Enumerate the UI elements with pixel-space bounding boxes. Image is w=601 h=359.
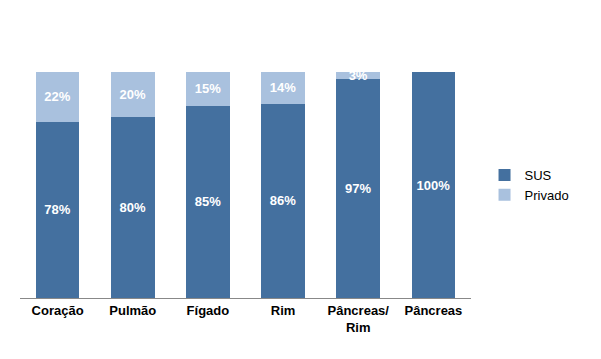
svg-text:80%: 80% — [120, 200, 146, 215]
svg-text:Privado: Privado — [525, 188, 569, 203]
svg-text:Pulmão: Pulmão — [109, 303, 156, 318]
svg-text:3%: 3% — [349, 68, 368, 83]
svg-text:97%: 97% — [345, 181, 371, 196]
svg-text:100%: 100% — [417, 178, 451, 193]
svg-text:85%: 85% — [195, 194, 221, 209]
svg-text:SUS: SUS — [525, 168, 552, 183]
svg-text:Rim: Rim — [271, 303, 296, 318]
svg-text:Pâncreas: Pâncreas — [405, 303, 463, 318]
svg-text:86%: 86% — [270, 193, 296, 208]
svg-text:78%: 78% — [44, 202, 70, 217]
svg-text:20%: 20% — [120, 87, 146, 102]
svg-text:14%: 14% — [270, 80, 296, 95]
svg-text:Fígado: Fígado — [187, 303, 230, 318]
svg-text:22%: 22% — [44, 89, 70, 104]
svg-text:Pâncreas/Rim: Pâncreas/Rim — [328, 303, 390, 335]
svg-text:15%: 15% — [195, 81, 221, 96]
svg-text:Coração: Coração — [32, 303, 84, 318]
